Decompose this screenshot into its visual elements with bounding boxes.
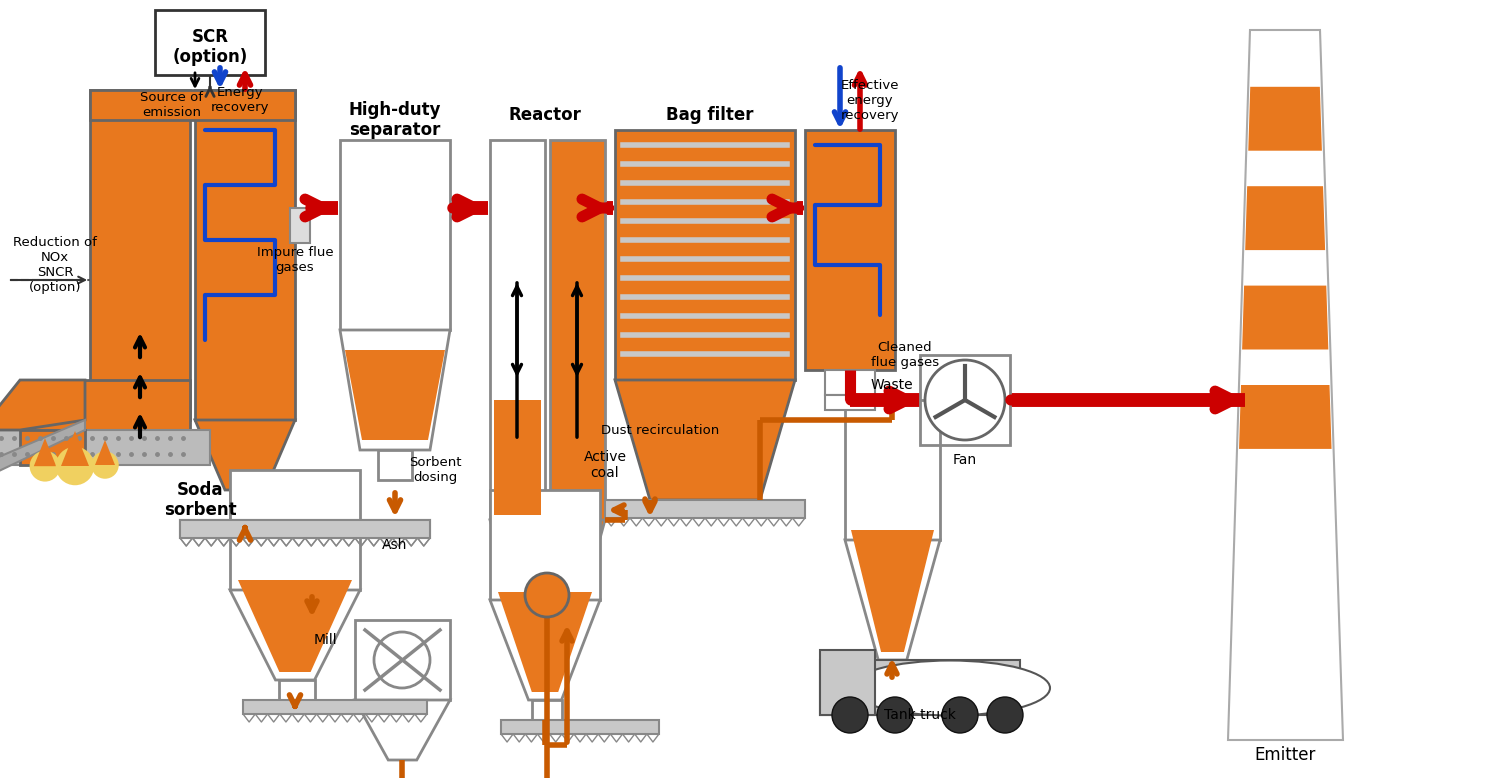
Bar (230, 490, 260, 530)
Circle shape (878, 697, 913, 733)
Polygon shape (0, 420, 85, 480)
Polygon shape (1248, 87, 1322, 151)
Polygon shape (1245, 186, 1325, 250)
Polygon shape (0, 380, 85, 430)
Bar (155, 10, 265, 75)
Text: Fan: Fan (952, 453, 978, 467)
Text: Dust recirculation: Dust recirculation (601, 423, 719, 436)
Polygon shape (614, 380, 795, 500)
Polygon shape (96, 440, 115, 465)
Polygon shape (1242, 286, 1329, 349)
Bar (0, 430, 209, 465)
Polygon shape (61, 431, 90, 466)
Polygon shape (851, 530, 934, 652)
Text: Mill: Mill (312, 633, 336, 647)
Bar (825, 395, 875, 410)
Polygon shape (230, 590, 360, 680)
Text: Sorbent
dosing: Sorbent dosing (408, 456, 462, 484)
Bar (532, 700, 562, 720)
Text: Impure flue
gases: Impure flue gases (257, 246, 333, 274)
Polygon shape (490, 600, 599, 700)
Polygon shape (345, 350, 446, 440)
Bar (501, 720, 659, 734)
Bar (845, 400, 940, 540)
Bar (354, 620, 450, 700)
Polygon shape (19, 430, 85, 465)
Circle shape (55, 447, 94, 485)
Ellipse shape (851, 661, 1049, 716)
Bar (194, 90, 295, 420)
Bar (605, 500, 804, 518)
Circle shape (942, 697, 978, 733)
Bar (614, 130, 795, 380)
Bar (19, 380, 190, 440)
Polygon shape (339, 330, 450, 450)
Text: Ash: Ash (383, 538, 408, 552)
Bar (819, 660, 1020, 715)
Bar (804, 130, 896, 370)
Text: Reactor: Reactor (508, 106, 582, 124)
Bar (919, 355, 1011, 445)
Text: Soda
sorbent: Soda sorbent (163, 481, 236, 520)
Polygon shape (34, 438, 57, 466)
Text: Effective
energy
recovery: Effective energy recovery (840, 79, 900, 121)
Bar (490, 140, 546, 520)
Circle shape (925, 360, 1005, 440)
Polygon shape (490, 520, 605, 575)
Text: Energy
recovery: Energy recovery (211, 86, 269, 114)
Circle shape (987, 697, 1023, 733)
Polygon shape (194, 420, 295, 490)
Circle shape (833, 697, 869, 733)
Text: Bag filter: Bag filter (667, 106, 753, 124)
Bar (179, 520, 431, 538)
Text: Emitter: Emitter (1254, 746, 1316, 764)
Bar (244, 700, 428, 714)
Polygon shape (354, 700, 450, 760)
Bar (280, 680, 314, 700)
Bar (290, 208, 309, 243)
Text: High-duty
separator: High-duty separator (348, 100, 441, 139)
Bar (230, 470, 360, 590)
Bar (550, 140, 605, 520)
Bar (825, 370, 875, 395)
Text: Tank truck: Tank truck (884, 708, 955, 722)
Circle shape (30, 450, 60, 482)
Polygon shape (498, 592, 592, 692)
Bar (819, 650, 875, 715)
Text: Waste: Waste (870, 378, 913, 392)
Bar (490, 490, 599, 600)
Bar (878, 660, 907, 680)
Bar (179, 520, 431, 538)
Polygon shape (1239, 385, 1332, 449)
Bar (90, 90, 295, 120)
Polygon shape (845, 540, 940, 660)
Text: Active
coal: Active coal (583, 450, 626, 480)
Bar (493, 400, 541, 515)
Text: Reduction of
NOx
SNCR
(option): Reduction of NOx SNCR (option) (13, 236, 97, 294)
Text: SCR
(option): SCR (option) (172, 27, 248, 66)
Bar (339, 140, 450, 330)
Polygon shape (1227, 30, 1343, 740)
Bar (90, 90, 190, 420)
Circle shape (91, 451, 118, 478)
Circle shape (525, 573, 570, 617)
Text: Cleaned
flue gases: Cleaned flue gases (872, 341, 939, 369)
Bar (378, 450, 413, 480)
Text: Source of
emission: Source of emission (141, 91, 203, 119)
Polygon shape (238, 580, 351, 672)
